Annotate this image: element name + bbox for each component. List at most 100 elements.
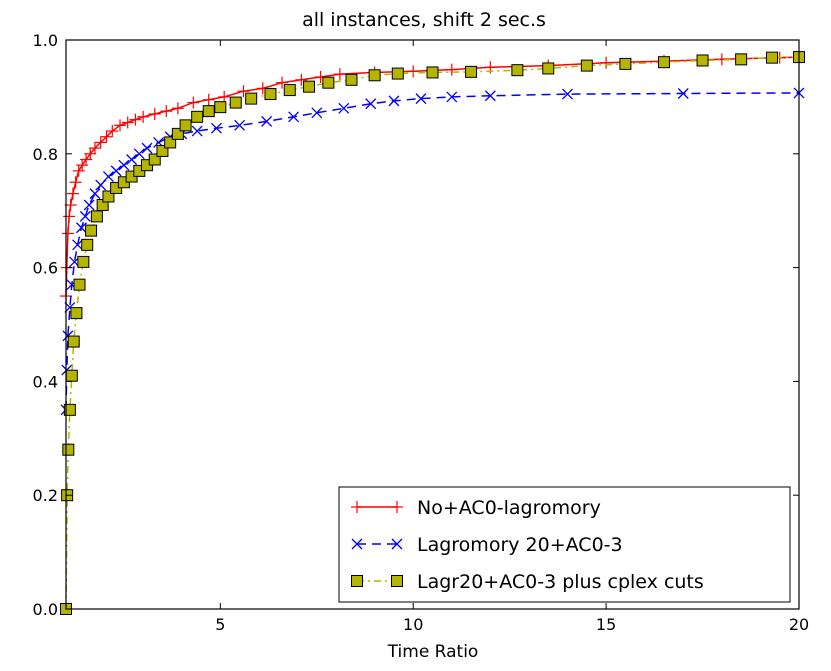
legend-frame [338,486,791,603]
x-tick-label: 20 [789,615,809,634]
data-point [303,80,316,93]
data-point [345,73,358,86]
data-point [66,187,79,200]
data-point [465,65,478,78]
data-point [88,142,101,155]
data-point [276,76,289,89]
y-tick-label: 0.6 [33,259,58,278]
x-axis-label: Time Ratio [387,642,479,662]
data-point [264,88,277,101]
legend-marker [391,538,403,550]
data-point [237,85,250,98]
data-point [229,96,242,109]
data-point [85,224,98,237]
data-point [657,56,670,69]
data-point [311,107,323,119]
data-point [245,92,258,105]
series-line [65,92,800,410]
data-point [141,142,153,154]
data-point [94,136,107,149]
data-point [121,116,134,129]
data-point [202,93,215,106]
series-line [65,56,800,297]
data-point [81,238,94,251]
data-point [445,63,458,76]
data-point [79,210,91,222]
data-point [69,176,82,189]
data-point [65,369,78,382]
data-point [171,127,184,140]
legend-label: Lagromory 20+AC0-3 [417,534,623,556]
data-point [261,115,273,127]
data-point [283,84,296,97]
data-point [118,159,130,171]
data-point [542,62,555,75]
data-point [110,165,122,177]
data-point [187,96,200,109]
data-point [137,110,150,123]
data-point [234,119,246,131]
data-point [677,88,689,99]
x-tick-label: 15 [596,615,616,634]
data-point [765,51,778,64]
data-point [62,443,75,456]
data-point [106,125,119,138]
data-point [160,105,173,118]
data-point [156,144,169,157]
data-point [148,107,161,120]
data-point [214,101,227,114]
data-point [322,76,335,89]
data-point [100,130,113,143]
y-tick-label: 1.0 [33,31,58,50]
legend-marker [351,538,363,550]
data-point [133,148,145,160]
data-point [391,67,404,80]
data-point [484,90,496,102]
data-point [333,68,346,81]
data-point [63,210,76,223]
data-point [64,199,77,212]
data-point [511,64,524,77]
data-point [365,98,377,110]
axes-layer: 5 10 15 20 0.0 0.2 0.4 0.6 0.8 1.0 [33,31,810,634]
plot-frame [65,39,800,610]
legend-marker [391,575,403,587]
data-point [102,171,114,183]
data-point [179,119,192,132]
y-tick-label: 0.4 [33,372,58,391]
data-point [619,57,632,70]
data-point [70,307,83,320]
data-point [191,110,204,123]
y-tick-label: 0.2 [33,486,58,505]
data-point [562,88,573,100]
data-point [83,199,95,211]
data-point [72,239,84,251]
legend-item: Lagromory 20+AC0-3 [351,534,623,556]
legend-marker [391,501,403,513]
data-point [73,278,86,291]
data-point [415,93,427,105]
x-tick-label: 5 [215,615,225,634]
data-point [580,59,593,72]
legend-label: Lagr20+AC0-3 plus cplex cuts [417,571,704,593]
data-point [295,73,308,86]
data-point [368,69,381,82]
data-point [114,119,127,132]
legend-item: No+AC0-lagromory [351,497,601,519]
y-tick-label: 0.8 [33,145,58,164]
data-point [288,111,300,123]
data-point [148,153,161,166]
series-line [65,56,800,610]
data-point [338,102,350,114]
data-point [388,95,400,107]
data-point [696,54,709,67]
legend-item: Lagr20+AC0-3 plus cplex cuts [351,571,704,593]
data-point [75,222,87,234]
legend: No+AC0-lagromory Lagromory 20+AC0-3 Lagr20… [338,486,791,603]
chart-title: all instances, shift 2 sec.s [302,9,546,31]
y-tick-label: 0.0 [33,600,58,619]
data-point [77,255,90,268]
data-point [191,125,203,137]
